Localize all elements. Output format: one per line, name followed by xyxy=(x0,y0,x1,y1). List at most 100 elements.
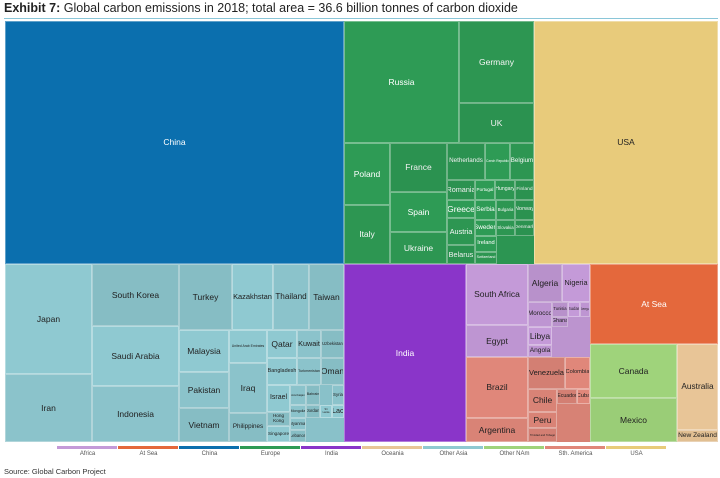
cell-label: Ireland xyxy=(477,240,495,247)
cell-label: Bahrain xyxy=(306,392,320,397)
cell-peru: Peru xyxy=(528,412,557,428)
cell-morocco: Morocco xyxy=(528,302,552,327)
cell-label: Ukraine xyxy=(403,242,434,253)
cell-label: Sweden xyxy=(475,223,496,231)
legend-label: Other Asia xyxy=(439,451,468,457)
cell-thailand: Thailand xyxy=(273,264,309,330)
cell-canada: Canada xyxy=(590,344,677,398)
cell-label: Belgium xyxy=(510,157,534,165)
cell-trinidad-and-tobago: Trinidad and Tobago xyxy=(528,428,557,442)
cell-label: Russia xyxy=(388,76,415,87)
cell-label: Finland xyxy=(516,186,533,192)
cell-venezuela: Venezuela xyxy=(528,357,565,389)
cell-label: Ecuador xyxy=(557,392,577,399)
cell-iran: Iran xyxy=(5,374,92,442)
cell-label: Australia xyxy=(681,381,714,391)
legend-swatch-usa xyxy=(606,446,666,449)
cell-portugal: Portugal xyxy=(475,180,495,200)
legend-swatch-africa xyxy=(57,446,117,449)
legend-label: Other NAm xyxy=(499,451,530,457)
cell-australia: Australia xyxy=(677,344,718,430)
cell-iraq: Iraq xyxy=(229,363,267,413)
cell-egypt: Egypt xyxy=(466,325,528,357)
cell-tunisia: Tunisia xyxy=(552,302,568,317)
cell-label: Kenya xyxy=(580,306,590,311)
cell-sri-lanka: Sri Lanka xyxy=(320,405,332,418)
cell-taiwan: Taiwan xyxy=(309,264,344,330)
cell-united-arab-emirates: United Arab Emirates xyxy=(229,330,267,363)
cell-label: India xyxy=(395,347,415,358)
cell-malaysia: Malaysia xyxy=(179,330,229,372)
cell-label: Iran xyxy=(41,402,56,413)
legend-swatch-china xyxy=(179,446,239,449)
cell-label: France xyxy=(405,162,432,173)
cell-label: Netherlands xyxy=(449,157,483,165)
cell-label: Argentina xyxy=(478,424,516,435)
cell-lebanon: Lebanon xyxy=(290,430,306,442)
cell-singapore: Singapore xyxy=(267,426,290,442)
cell-china: China xyxy=(5,21,344,264)
cell-label: Malaysia xyxy=(187,345,221,356)
cell-label: Philippines xyxy=(232,423,264,431)
cell-label: Norway xyxy=(515,206,534,213)
legend-label: Africa xyxy=(79,451,96,457)
cell-label: Japan xyxy=(36,313,61,324)
cell-label: Iraq xyxy=(240,382,256,393)
cell-cuba: Cuba xyxy=(577,389,590,404)
cell-turkmenistan: Turkmenistan xyxy=(297,358,321,385)
legend-swatch-europe xyxy=(240,446,300,449)
cell-turkey: Turkey xyxy=(179,264,232,330)
cell-label: Trinidad and Tobago xyxy=(529,432,556,437)
cell-nigeria: Nigeria xyxy=(562,264,590,302)
cell-at-sea: At Sea xyxy=(590,264,718,344)
cell-label: Austria xyxy=(449,226,473,236)
cell-austria: Austria xyxy=(447,218,475,245)
cell-label: Germany xyxy=(479,56,514,67)
title-text: Global carbon emissions in 2018; total a… xyxy=(63,1,518,15)
cell-chile: Chile xyxy=(528,389,557,412)
cell-norway: Norway xyxy=(515,200,534,220)
cell-label: At Sea xyxy=(641,298,667,309)
cell-label: Cuba xyxy=(577,392,590,399)
cell-label: Portugal xyxy=(476,186,494,192)
cell-label: Azerbaijan xyxy=(291,392,305,397)
legend-label: China xyxy=(201,451,218,457)
cell-label: Switzerland xyxy=(476,255,496,260)
cell-label: Hong Kong xyxy=(272,413,285,423)
cell-label: Syria xyxy=(333,391,343,397)
cell-japan: Japan xyxy=(5,264,92,374)
cell-label: Tunisia xyxy=(553,306,567,312)
cell-germany: Germany xyxy=(459,21,534,103)
cell-label: Mongolia xyxy=(290,408,306,413)
cell-mongolia: Mongolia xyxy=(290,405,306,418)
cell-netherlands: Netherlands xyxy=(447,143,485,180)
cell-denmark: Denmark xyxy=(515,220,534,236)
legend-swatch-oceania xyxy=(362,446,422,449)
title-rule xyxy=(4,18,718,19)
cell-bulgaria: Bulgaria xyxy=(496,200,515,220)
cell-label: Venezuela xyxy=(529,368,564,378)
cell-label: UK xyxy=(490,117,503,128)
cell-oman: Oman xyxy=(321,358,344,385)
cell-label: New Zealand xyxy=(678,431,717,439)
cell-label: Italy xyxy=(359,229,375,240)
cell-kazakhstan: Kazakhstan xyxy=(232,264,273,330)
cell-philippines: Philippines xyxy=(229,413,267,442)
cell-france: France xyxy=(390,143,447,192)
cell-hong-kong: Hong Kong xyxy=(267,412,290,426)
legend-label: USA xyxy=(630,451,643,457)
cell-india: India xyxy=(344,264,466,442)
chart-title: Exhibit 7: Global carbon emissions in 20… xyxy=(4,1,518,15)
cell-romania: Romania xyxy=(447,180,475,200)
cell-label: Jordan xyxy=(306,408,320,414)
cell-greece: Greece xyxy=(447,200,475,218)
cell-ukraine: Ukraine xyxy=(390,232,447,264)
cell-label: Czech Republic xyxy=(486,158,509,163)
cell-label: Egypt xyxy=(486,335,508,346)
cell-label: Israel xyxy=(269,394,287,402)
cell-belarus: Belarus xyxy=(447,245,475,264)
cell-label: Taiwan xyxy=(313,291,340,302)
legend-swatch-sth-america xyxy=(545,446,605,449)
cell-label: Morocco xyxy=(528,310,552,318)
cell-finland: Finland xyxy=(515,180,534,200)
